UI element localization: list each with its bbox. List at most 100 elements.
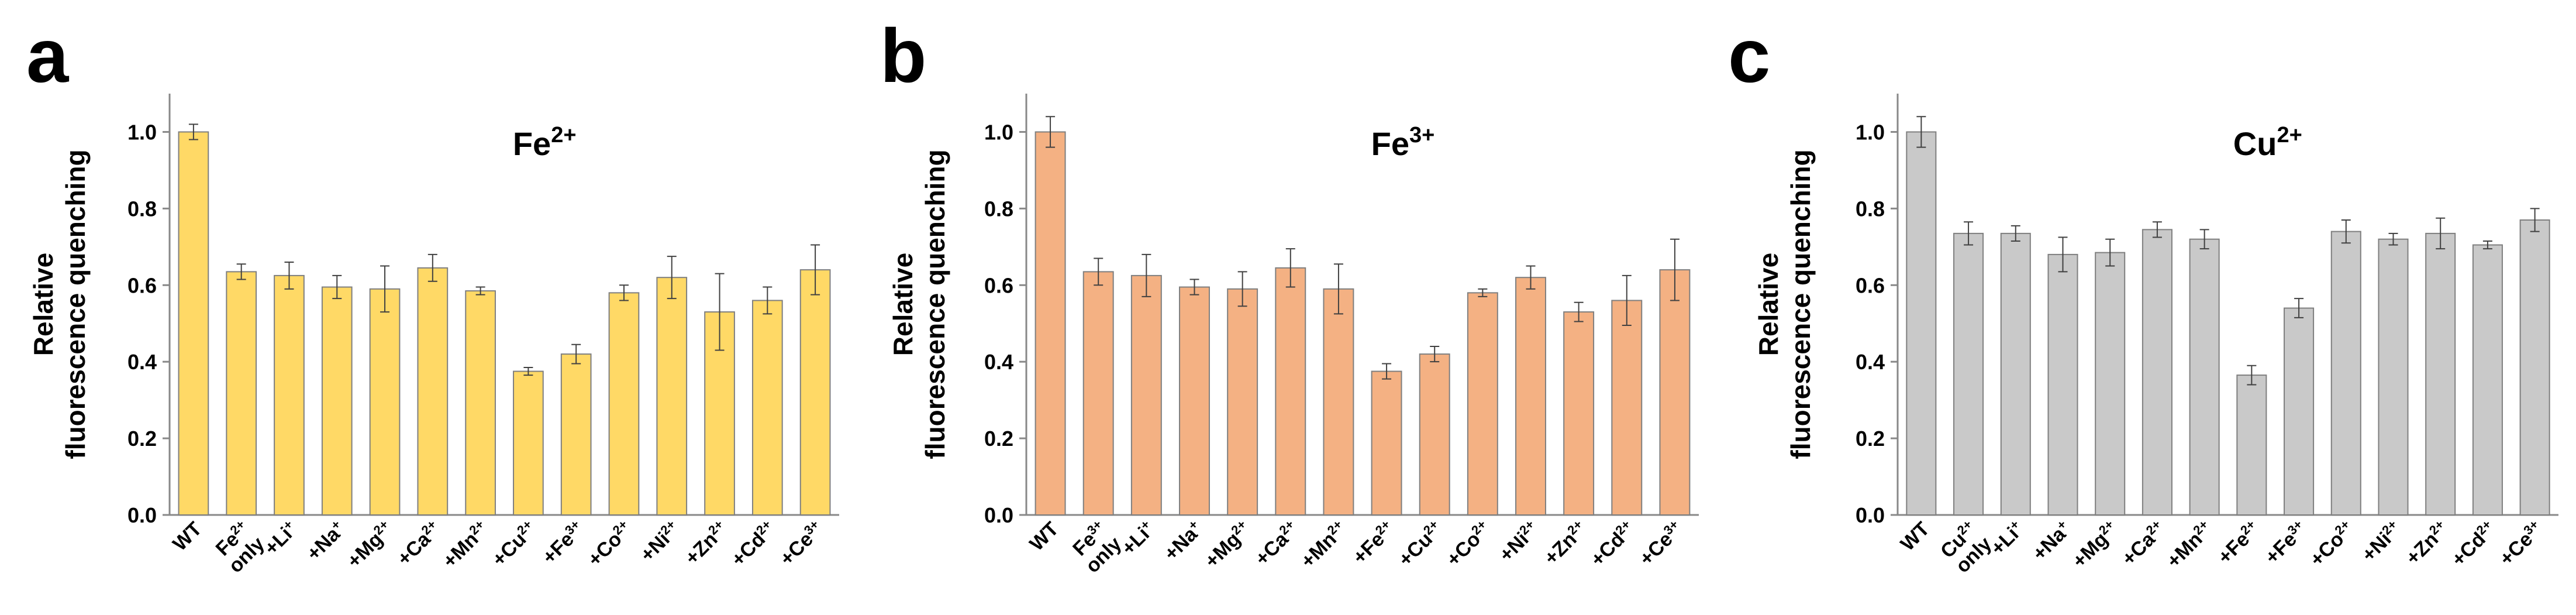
bar [1419, 353, 1450, 516]
bar [2472, 244, 2503, 516]
bar [417, 267, 449, 516]
bar [369, 288, 401, 516]
y-tick-label: 0.6 [127, 273, 157, 297]
panel-title: Fe2+ [513, 123, 577, 162]
x-tick-text: +Ce3+ [2494, 517, 2547, 570]
x-tick-label: +Co2+ [582, 517, 636, 571]
x-tick-label: +Ca2+ [2118, 517, 2164, 570]
x-tick-text: +Na+ [2027, 517, 2075, 565]
y-tick-label: 0.0 [1856, 503, 1885, 527]
x-tick-text: +Ce3+ [775, 517, 828, 570]
x-tick-label: +Na+ [302, 517, 350, 565]
y-tick-label: 0.4 [127, 350, 157, 374]
x-tick-text: +Cd2+ [2446, 517, 2500, 571]
bar [2047, 253, 2078, 516]
x-tick-text: WT [168, 518, 206, 555]
y-tick-label: 1.0 [984, 120, 1013, 144]
x-tick-label: +Ca2+ [392, 517, 446, 570]
x-tick-label: +Co2+ [2305, 517, 2358, 571]
y-tick-label: 0.4 [1856, 350, 1885, 374]
bar [1130, 274, 1162, 516]
panel-letter: c [1728, 13, 1770, 98]
x-tick-label: +Ce3+ [2494, 517, 2547, 570]
x-tick-label: +Mn2+ [1296, 517, 1345, 572]
x-tick-label: WT [168, 518, 206, 555]
y-tick-label: 0.8 [984, 197, 1013, 221]
bar [656, 277, 688, 516]
x-tick-label: +Ce3+ [1634, 517, 1688, 570]
x-tick-text: +Cu2+ [1394, 517, 1447, 571]
x-tick-label: +Ce3+ [775, 517, 828, 570]
x-tick-text: +Co2+ [2305, 517, 2358, 571]
x-tick-label: WT [1025, 518, 1063, 555]
x-tick-text: +Ca2+ [392, 517, 446, 570]
x-tick-text: +Zn2+ [1539, 517, 1591, 569]
x-tick-text: +Zn2+ [680, 517, 732, 569]
x-tick-label: +Na+ [2027, 517, 2075, 565]
x-tick-label: +Cu2+ [487, 517, 541, 571]
bar [1515, 277, 1546, 516]
y-axis-label-line1: Relative [1753, 253, 1784, 356]
x-tick-label: Cu2+only [1936, 517, 1996, 577]
x-tick-label: +Ni2+ [1494, 517, 1543, 566]
bar [1227, 288, 1258, 516]
bar [2095, 252, 2126, 516]
x-tick-label: +Cd2+ [1585, 517, 1639, 571]
x-tick-label: +Na+ [1159, 517, 1207, 565]
x-tick-text: +Cu2+ [487, 517, 541, 571]
y-axis-label: Relative fluorescence quenching [1753, 149, 1816, 459]
x-tick-text: +Co2+ [582, 517, 636, 571]
y-axis-label: Relative fluorescence quenching [28, 149, 91, 459]
x-tick-text: +Na+ [1159, 517, 1207, 565]
x-tick-label: WT [1896, 518, 1934, 555]
x-tick-text: +Cd2+ [1585, 517, 1639, 571]
y-tick-label: 0.2 [984, 427, 1013, 451]
x-tick-label: +Fe2+ [1348, 517, 1399, 568]
x-tick-label: +Ni2+ [2357, 517, 2406, 566]
x-tick-text: +Fe2+ [1348, 517, 1399, 568]
bar [2378, 238, 2409, 516]
bar [608, 292, 640, 516]
x-tick-text: +Co2+ [1442, 517, 1495, 571]
x-tick-text: +Ca2+ [1250, 517, 1303, 570]
bar [513, 370, 544, 516]
y-axis-label-line2: fluorescence quenching [1785, 149, 1816, 459]
x-tick-text: +Ce3+ [1634, 517, 1688, 570]
bar [178, 131, 209, 516]
x-tick-label: +Zn2+ [1539, 517, 1591, 569]
bar [1659, 269, 1691, 516]
x-tick-label: +Mg2+ [1201, 517, 1249, 572]
y-axis-label-line1: Relative [888, 253, 918, 356]
x-tick-text: +Fe3+ [537, 517, 589, 568]
bar [799, 269, 831, 516]
x-tick-text: +Mn2+ [2162, 517, 2218, 572]
x-tick-text: WT [1896, 518, 1934, 555]
x-tick-text: +Ni2+ [1494, 517, 1543, 566]
y-tick-label: 0.8 [1856, 197, 1885, 221]
y-tick-label: 0.4 [984, 350, 1013, 374]
bar [1275, 267, 1306, 516]
x-tick-text: +Ni2+ [2357, 517, 2406, 566]
bar [1323, 288, 1354, 516]
x-tick-label: +Cd2+ [727, 517, 774, 571]
y-axis-label-line1: Relative [28, 253, 58, 356]
chart-b: b Fe3+ 0.0 0.2 0.4 0.6 0.8 1.0 Relative fluoresce… [880, 13, 1699, 578]
x-tick-label: +Li+ [1118, 517, 1154, 559]
x-tick-label: +Li+ [1986, 517, 2029, 559]
x-tick-text: +Li+ [1986, 517, 2029, 559]
y-axis-label-line2: fluorescence quenching [920, 149, 950, 459]
x-tick-text: +Mg2+ [342, 517, 398, 572]
x-tick-text: WT [1025, 518, 1063, 555]
x-tick-text: +Zn2+ [2401, 517, 2453, 569]
panel-title: Fe3+ [1371, 123, 1435, 162]
x-tick-label: +Ni2+ [636, 517, 678, 566]
bar [1953, 232, 1984, 516]
bar [560, 353, 592, 516]
panel-title: Cu2+ [2233, 123, 2302, 162]
y-tick-label: 0.0 [984, 503, 1013, 527]
y-tick-label: 0.6 [984, 273, 1013, 297]
x-tick-label: Fe2+only [212, 517, 269, 577]
x-tick-label: +Cd2+ [2446, 517, 2500, 571]
x-tick-text: +Na+ [302, 517, 350, 565]
